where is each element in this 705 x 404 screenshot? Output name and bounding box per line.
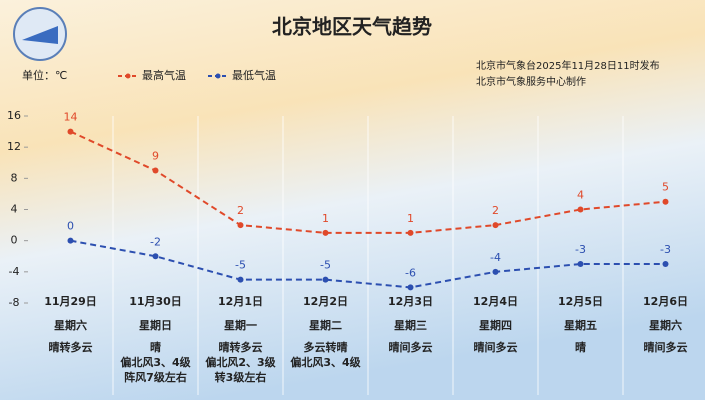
weekday: 星期六 [649,318,682,332]
data-label: -4 [490,251,501,264]
weekday: 星期日 [139,318,172,332]
x-tick-label: 12月3日 [388,295,433,308]
data-label: 4 [577,189,584,202]
weekday: 星期三 [394,318,427,332]
logo [13,7,67,61]
data-point [407,229,414,236]
source: 北京市气象服务中心制作 [476,75,586,88]
weekday: 星期二 [309,318,342,332]
y-tick-label: 8 [11,171,18,184]
weather: 晴间多云 [474,340,518,354]
weekday: 星期四 [479,318,512,332]
legend-dot [125,73,131,79]
series-line [70,130,666,234]
data-point [577,261,584,268]
x-tick-label: 12月4日 [473,295,518,308]
weather: 阵风7级左右 [124,370,187,384]
data-point [152,253,159,260]
y-tick-label: 12 [7,140,21,153]
data-label: 5 [662,181,669,194]
weekday: 星期六 [54,318,87,332]
legend-dot [215,73,221,79]
legend-label: 最低气温 [232,68,276,82]
data-point [237,222,244,229]
data-label: -3 [660,243,671,256]
data-label: -6 [405,266,416,279]
x-tick-label: 12月1日 [218,295,263,308]
weather: 偏北风3、4级 [120,355,191,369]
x-tick-label: 12月5日 [558,295,603,308]
data-point [492,268,499,275]
weather: 晴间多云 [389,340,433,354]
data-point [67,237,74,244]
weather: 偏北风3、4级 [290,355,361,369]
x-tick-label: 11月29日 [44,295,97,308]
weather: 多云转晴 [304,340,348,354]
y-tick-label: -4 [9,265,20,278]
data-label: 14 [64,111,78,124]
legend-label: 最高气温 [142,68,186,82]
data-label: 1 [322,212,329,225]
unit-label: 单位：℃ [22,68,67,82]
data-label: -5 [235,259,246,272]
x-tick-label: 12月6日 [643,295,688,308]
data-label: -5 [320,259,331,272]
data-point [322,276,329,283]
x-tick-label: 12月2日 [303,295,348,308]
data-point [152,167,159,174]
chart-title: 北京地区天气趋势 [272,15,432,39]
x-tick-label: 11月30日 [129,295,182,308]
weather: 晴间多云 [644,340,688,354]
data-point [67,128,74,135]
weather: 晴转多云 [219,340,263,354]
data-label: -3 [575,243,586,256]
data-point [322,229,329,236]
y-tick-label: 4 [11,203,18,216]
data-label: 2 [492,204,499,217]
data-point [577,206,584,213]
y-tick-label: -8 [9,296,20,309]
source: 北京市气象台2025年11月28日11时发布 [476,59,660,72]
weekday: 星期五 [564,318,597,332]
weather: 偏北风2、3级 [205,355,276,369]
series-line [70,239,666,289]
weather: 晴转多云 [49,340,93,354]
data-point [662,198,669,205]
data-point [237,276,244,283]
weekday: 星期一 [224,318,257,332]
data-point [492,222,499,229]
data-label: 9 [152,150,159,163]
data-point [407,284,414,291]
data-label: 0 [67,220,74,233]
y-tick-label: 0 [11,234,18,247]
data-label: 2 [237,204,244,217]
y-tick-label: 16 [7,109,21,122]
data-label: 1 [407,212,414,225]
data-label: -2 [150,235,161,248]
weather: 晴 [150,340,161,354]
weather: 晴 [575,340,586,354]
weather: 转3级左右 [215,370,267,384]
data-point [662,261,669,268]
